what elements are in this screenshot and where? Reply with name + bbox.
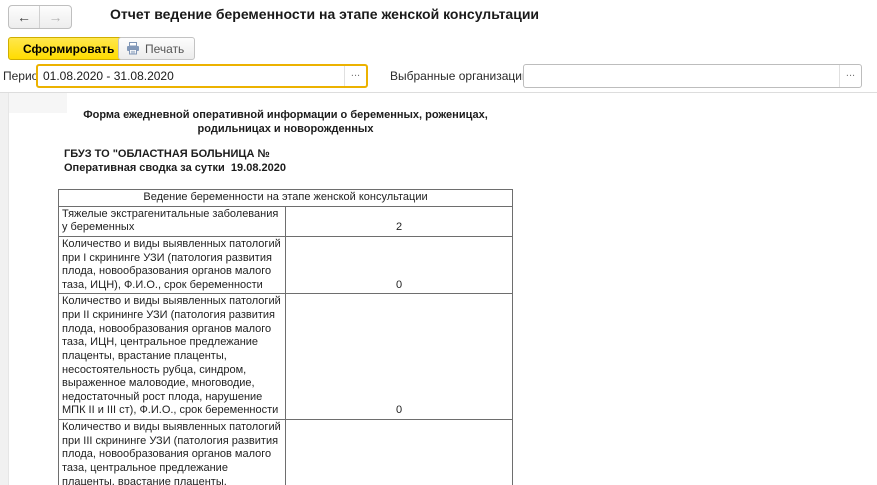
history-nav-group: ← → <box>8 5 72 29</box>
row-label: Тяжелые экстрагенитальные заболевания у … <box>58 205 286 237</box>
table-row: Количество и виды выявленных патологий п… <box>58 293 513 420</box>
report-form-title: Форма ежедневной оперативной информации … <box>58 109 513 137</box>
print-button[interactable]: Печать <box>118 37 196 60</box>
organizations-field-group: ... <box>523 64 862 88</box>
printer-icon <box>126 42 140 55</box>
report-form-title-line1: Форма ежедневной оперативной информации … <box>83 109 488 121</box>
table-title: Ведение беременности на этапе женской ко… <box>58 189 513 207</box>
daily-summary-line: Оперативная сводка за сутки 19.08.2020 <box>64 162 286 174</box>
row-label: Количество и виды выявленных патологий п… <box>58 419 286 485</box>
row-value: 0 <box>285 235 513 295</box>
table-title-row: Ведение беременности на этапе женской ко… <box>58 189 513 207</box>
back-button[interactable]: ← <box>9 6 40 28</box>
report-table: Ведение беременности на этапе женской ко… <box>58 189 513 485</box>
organizations-label: Выбранные организации: <box>390 69 532 83</box>
table-row: Количество и виды выявленных патологий п… <box>58 235 513 295</box>
report-viewer: Форма ежедневной оперативной информации … <box>0 92 877 485</box>
row-label: Количество и виды выявленных патологий п… <box>58 293 286 420</box>
row-value: 0 <box>285 293 513 420</box>
period-picker-button[interactable]: ... <box>344 66 366 86</box>
organizations-input[interactable] <box>524 65 839 87</box>
print-button-label: Печать <box>145 41 185 56</box>
table-row: Тяжелые экстрагенитальные заболевания у … <box>58 205 513 237</box>
report-form-title-line2: родильницах и новорожденных <box>197 122 374 135</box>
organizations-picker-button[interactable]: ... <box>839 65 861 87</box>
period-input[interactable] <box>38 66 344 86</box>
organization-name: ГБУЗ ТО "ОБЛАСТНАЯ БОЛЬНИЦА № <box>64 148 270 160</box>
page-title: Отчет ведение беременности на этапе женс… <box>110 6 540 22</box>
generate-report-button[interactable]: Сформировать <box>8 37 130 60</box>
row-value: 2 <box>285 205 513 237</box>
row-value: 0 <box>285 419 513 485</box>
left-margin-strip <box>0 93 9 485</box>
row-label: Количество и виды выявленных патологий п… <box>58 235 286 295</box>
forward-button[interactable]: → <box>40 6 71 28</box>
period-field-group: ... <box>36 64 368 88</box>
table-row: Количество и виды выявленных патологий п… <box>58 419 513 485</box>
spreadsheet-corner <box>9 93 67 113</box>
